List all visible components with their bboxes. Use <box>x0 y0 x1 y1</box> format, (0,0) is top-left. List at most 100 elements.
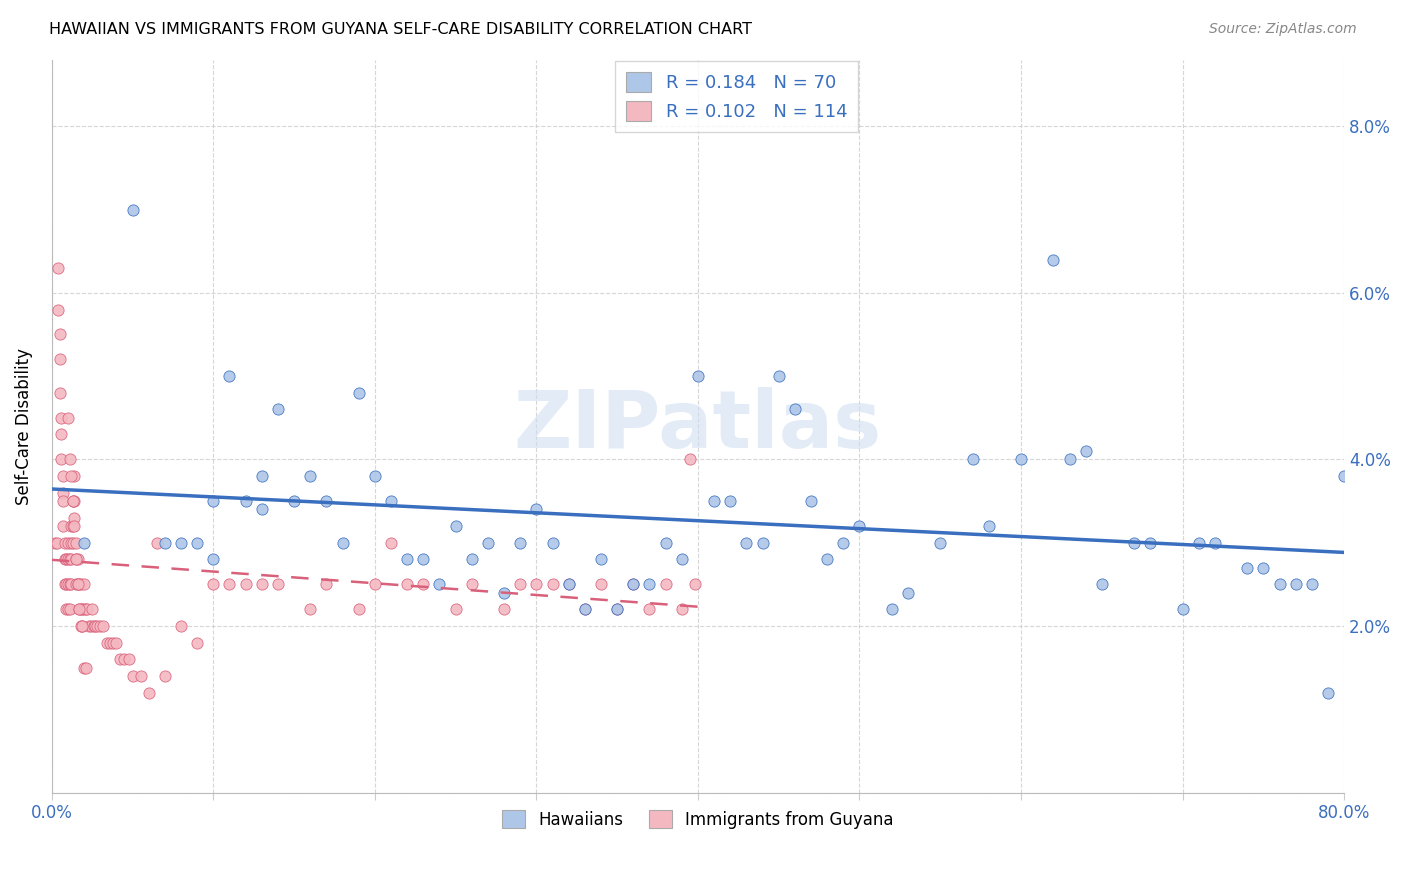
Point <box>541 577 564 591</box>
Point <box>494 602 516 616</box>
Point <box>63 469 86 483</box>
Point <box>170 535 193 549</box>
Point <box>67 577 90 591</box>
Point <box>170 619 193 633</box>
Point <box>67 602 90 616</box>
Point <box>101 636 124 650</box>
Point <box>96 636 118 650</box>
Point <box>1059 452 1081 467</box>
Point <box>477 535 499 549</box>
Point <box>751 535 773 549</box>
Point <box>202 577 225 591</box>
Point <box>44 535 66 549</box>
Point <box>153 669 176 683</box>
Point <box>46 302 69 317</box>
Point <box>589 577 612 591</box>
Point <box>557 577 579 591</box>
Point <box>283 494 305 508</box>
Point <box>56 552 79 566</box>
Point <box>1333 469 1355 483</box>
Point <box>60 469 83 483</box>
Point <box>75 661 97 675</box>
Point <box>77 619 100 633</box>
Point <box>347 602 370 616</box>
Point <box>118 652 141 666</box>
Point <box>114 652 136 666</box>
Point <box>235 577 257 591</box>
Point <box>56 602 79 616</box>
Text: Source: ZipAtlas.com: Source: ZipAtlas.com <box>1209 22 1357 37</box>
Point <box>53 552 76 566</box>
Point <box>929 535 952 549</box>
Point <box>73 535 96 549</box>
Point <box>638 602 661 616</box>
Point <box>89 619 111 633</box>
Point <box>46 260 69 275</box>
Point <box>72 619 94 633</box>
Point <box>654 535 676 549</box>
Text: HAWAIIAN VS IMMIGRANTS FROM GUYANA SELF-CARE DISABILITY CORRELATION CHART: HAWAIIAN VS IMMIGRANTS FROM GUYANA SELF-… <box>49 22 752 37</box>
Point <box>60 552 83 566</box>
Point <box>49 352 72 367</box>
Legend: Hawaiians, Immigrants from Guyana: Hawaiians, Immigrants from Guyana <box>495 804 900 836</box>
Point <box>73 661 96 675</box>
Point <box>65 535 87 549</box>
Point <box>60 535 83 549</box>
Point <box>315 494 337 508</box>
Point <box>1123 535 1146 549</box>
Point <box>1204 535 1226 549</box>
Point <box>129 669 152 683</box>
Point <box>1010 452 1032 467</box>
Point <box>1139 535 1161 549</box>
Point <box>218 577 240 591</box>
Point <box>461 577 484 591</box>
Point <box>235 494 257 508</box>
Point <box>299 469 322 483</box>
Point <box>718 494 741 508</box>
Point <box>364 469 387 483</box>
Point <box>72 602 94 616</box>
Point <box>76 602 98 616</box>
Point <box>72 619 94 633</box>
Point <box>526 502 548 516</box>
Point <box>541 535 564 549</box>
Point <box>93 619 115 633</box>
Point <box>1317 686 1340 700</box>
Point <box>444 519 467 533</box>
Point <box>768 369 790 384</box>
Point <box>69 577 91 591</box>
Point <box>58 577 80 591</box>
Point <box>735 535 758 549</box>
Point <box>654 577 676 591</box>
Point <box>1301 577 1323 591</box>
Point <box>848 519 870 533</box>
Point <box>58 552 80 566</box>
Point <box>52 469 75 483</box>
Point <box>49 327 72 342</box>
Point <box>250 502 273 516</box>
Point <box>66 552 89 566</box>
Point <box>412 552 434 566</box>
Point <box>51 427 73 442</box>
Point <box>509 535 531 549</box>
Point <box>218 369 240 384</box>
Point <box>62 535 84 549</box>
Point <box>79 619 101 633</box>
Point <box>783 402 806 417</box>
Point <box>186 535 208 549</box>
Point <box>86 619 108 633</box>
Point <box>800 494 823 508</box>
Point <box>202 494 225 508</box>
Point <box>380 535 402 549</box>
Point <box>332 535 354 549</box>
Point <box>60 577 83 591</box>
Point <box>66 577 89 591</box>
Point <box>55 602 77 616</box>
Point <box>55 552 77 566</box>
Point <box>396 552 419 566</box>
Point <box>1285 577 1308 591</box>
Point <box>444 602 467 616</box>
Point <box>267 402 290 417</box>
Point <box>638 577 661 591</box>
Point <box>55 577 77 591</box>
